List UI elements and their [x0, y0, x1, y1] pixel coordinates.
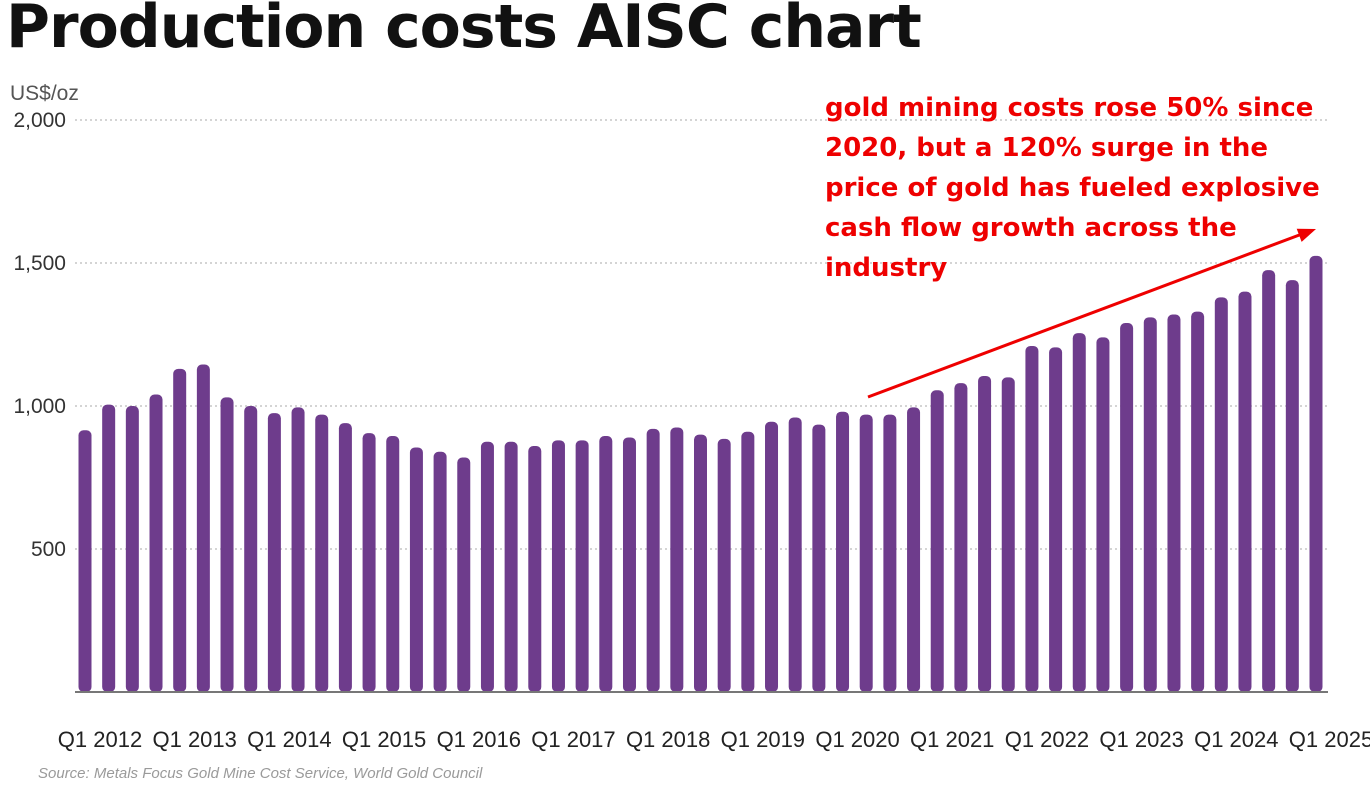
bar-q1-2013: [173, 368, 187, 692]
x-tick-label: Q1 2022: [1005, 727, 1089, 752]
bar-q3-2014: [315, 414, 329, 692]
x-tick-label: Q1 2012: [58, 727, 142, 752]
bar-q2-2015: [386, 436, 400, 692]
source-note: Source: Metals Focus Gold Mine Cost Serv…: [38, 765, 483, 782]
bar-q3-2022: [1072, 333, 1086, 692]
y-tick-labels: 500 1,000 1,500 2,000: [13, 109, 66, 561]
bar-q1-2012: [78, 430, 92, 692]
y-tick-label: 1,500: [13, 252, 66, 275]
bar-q3-2017: [599, 436, 613, 692]
bar-q3-2018: [694, 434, 707, 692]
bar-q3-2013: [220, 397, 234, 692]
bar-q4-2020: [907, 407, 921, 692]
chart-title: Production costs AISC chart: [6, 0, 922, 62]
bar-q4-2018: [717, 438, 731, 692]
bar-q1-2021: [930, 390, 944, 692]
x-tick-label: Q1 2015: [342, 727, 426, 752]
y-tick-label: 1,000: [13, 395, 66, 418]
bar-q3-2012: [125, 406, 139, 692]
x-tick-label: Q1 2023: [1099, 727, 1183, 752]
bar-q1-2022: [1025, 345, 1039, 692]
bar-q1-2015: [362, 433, 376, 692]
x-tick-label: Q1 2014: [247, 727, 331, 752]
bar-q1-2016: [457, 457, 471, 692]
bar-q2-2024: [1238, 291, 1252, 692]
bar-q2-2018: [670, 427, 684, 692]
bar-q4-2014: [338, 423, 352, 692]
bar-q1-2020: [836, 411, 850, 692]
bar-q2-2014: [291, 407, 305, 692]
y-tick-label: 500: [31, 538, 66, 561]
bar-q4-2015: [433, 451, 447, 692]
x-tick-label: Q1 2013: [152, 727, 236, 752]
x-tick-label: Q1 2018: [626, 727, 710, 752]
bar-q4-2022: [1096, 337, 1110, 692]
bar-q4-2012: [149, 394, 163, 692]
bar-q4-2017: [622, 437, 636, 692]
bar-q2-2012: [102, 404, 116, 692]
x-tick-label: Q1 2020: [815, 727, 899, 752]
bar-q2-2019: [765, 421, 779, 692]
bar-q4-2013: [244, 406, 258, 692]
bar-q4-2024: [1285, 280, 1299, 692]
bar-q3-2023: [1167, 314, 1181, 692]
bar-q4-2016: [528, 446, 542, 692]
bar-q3-2020: [883, 414, 897, 692]
bar-q3-2015: [409, 447, 423, 692]
bar-q1-2025: [1309, 255, 1323, 692]
annotation-arrow-head: [1296, 228, 1316, 242]
x-tick-label: Q1 2019: [721, 727, 805, 752]
x-tick-label: Q1 2025: [1289, 727, 1370, 752]
bar-q1-2018: [646, 428, 660, 692]
x-tick-label: Q1 2021: [910, 727, 994, 752]
x-tick-label: Q1 2024: [1194, 727, 1278, 752]
y-tick-label: 2,000: [13, 109, 66, 132]
bar-q2-2016: [480, 441, 494, 692]
bar-q2-2017: [575, 440, 589, 692]
bar-q1-2024: [1214, 297, 1228, 692]
bar-q4-2023: [1191, 311, 1205, 692]
x-tick-label: Q1 2016: [437, 727, 521, 752]
y-axis-unit-label: US$/oz: [10, 82, 79, 105]
bar-q2-2022: [1049, 347, 1063, 692]
bar-q2-2020: [859, 414, 873, 692]
bar-q1-2017: [551, 440, 565, 692]
bar-q2-2021: [954, 383, 968, 692]
bar-q1-2014: [267, 413, 281, 692]
bar-q3-2016: [504, 441, 518, 692]
bar-q4-2021: [1001, 377, 1015, 692]
bar-q4-2019: [812, 424, 826, 692]
bar-q1-2019: [741, 431, 755, 692]
bar-q2-2013: [196, 364, 210, 692]
annotation-arrow: [867, 232, 1303, 399]
bar-q3-2021: [978, 375, 992, 692]
bar-q3-2019: [788, 417, 802, 692]
x-tick-labels: Q1 2012 Q1 2013 Q1 2014 Q1 2015 Q1 2016 Q1 20…: [58, 727, 1370, 752]
bar-q2-2023: [1143, 317, 1157, 692]
bar-q1-2023: [1120, 323, 1134, 692]
bar-q3-2024: [1262, 270, 1276, 692]
bars: [78, 255, 1323, 692]
annotation-text: gold mining costs rose 50% since 2020, b…: [825, 93, 1320, 283]
x-tick-label: Q1 2017: [531, 727, 615, 752]
